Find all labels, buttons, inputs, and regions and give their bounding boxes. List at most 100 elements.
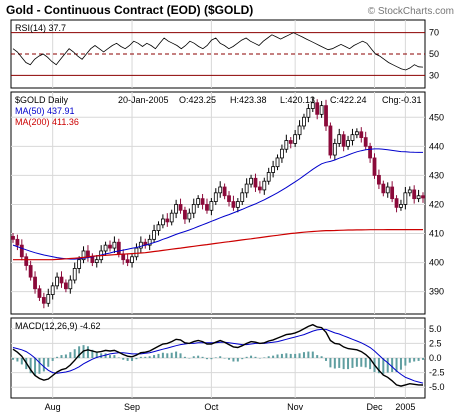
price-label: $GOLD Daily — [15, 95, 69, 105]
candle-body — [257, 186, 262, 191]
macd-histogram-bar — [166, 353, 169, 358]
candle-body — [178, 204, 183, 211]
macd-histogram-bar — [139, 356, 142, 358]
candle-body — [271, 166, 276, 173]
price-info-low: L:420.13 — [280, 95, 315, 105]
macd-histogram-bar — [100, 353, 103, 358]
candle-body — [213, 192, 218, 202]
candle-body — [86, 250, 90, 258]
macd-histogram-bar — [201, 356, 204, 358]
candle-body — [390, 186, 395, 200]
macd-histogram-bar — [307, 351, 310, 358]
candle-body — [244, 183, 249, 194]
candle-body — [235, 201, 240, 208]
price-tick-label: 450 — [429, 112, 444, 122]
macd-histogram-bar — [391, 358, 394, 373]
macd-histogram-bar — [316, 355, 319, 358]
price-info-close: C:422.24 — [330, 95, 367, 105]
macd-histogram-bar — [351, 358, 354, 368]
macd-histogram-bar — [108, 355, 111, 358]
price-tick-label: 390 — [429, 287, 444, 297]
price-tick-label: 420 — [429, 199, 444, 209]
rsi-label: RSI(14) 37.7 — [15, 23, 66, 33]
candle-body — [134, 247, 139, 258]
candle-body — [381, 183, 386, 194]
macd-histogram-bar — [20, 358, 23, 365]
candle-body — [15, 238, 20, 246]
candle-body — [37, 288, 42, 298]
candle-body — [377, 174, 381, 185]
price-tick-label: 430 — [429, 170, 444, 180]
candle-body — [108, 244, 112, 249]
macd-histogram-bar — [263, 357, 266, 358]
macd-histogram-bar — [404, 358, 407, 366]
macd-histogram-bar — [91, 349, 94, 358]
candle-body — [306, 108, 311, 118]
macd-tick-label: -2.5 — [429, 368, 445, 378]
macd-histogram-bar — [408, 358, 411, 363]
candle-body — [416, 195, 421, 200]
macd-histogram-bar — [302, 352, 305, 358]
macd-histogram-bar — [280, 353, 283, 358]
axis-layer: Aug Sep Oct Nov Dec 2005 30 50 70 390 400 410 420 430… — [45, 28, 445, 412]
macd-histogram-bar — [131, 358, 134, 361]
candle-body — [138, 241, 143, 249]
candle-body — [231, 201, 236, 208]
candle-body — [350, 134, 355, 141]
candle-body — [90, 256, 95, 263]
macd-histogram-bar — [104, 353, 107, 358]
macd-histogram-bar — [16, 358, 19, 362]
candle-body — [218, 186, 223, 194]
candle-body — [33, 276, 37, 290]
candle-body — [77, 259, 82, 269]
macd-histogram-bar — [69, 352, 72, 358]
macd-histogram-bar — [86, 346, 89, 358]
macd-tick-label: -5.0 — [429, 382, 445, 392]
macd-histogram-bar — [382, 358, 385, 374]
candle-body — [222, 186, 227, 197]
candle-body — [183, 209, 187, 220]
candle-body — [156, 224, 161, 232]
candle-body — [280, 148, 284, 159]
x-tick-label: Nov — [287, 402, 304, 412]
price-info-date: 20-Jan-2005 — [118, 95, 169, 105]
macd-tick-label: 5.0 — [429, 324, 442, 334]
macd-histogram-bar — [258, 358, 261, 359]
candle-body — [284, 140, 289, 150]
macd-histogram-bar — [377, 358, 380, 374]
candle-body — [293, 134, 298, 144]
macd-histogram-bar — [333, 358, 336, 369]
candle-body — [152, 230, 156, 240]
candle-body — [341, 134, 346, 147]
candle-body — [209, 201, 214, 211]
macd-histogram-bar — [64, 354, 67, 358]
candle-body — [50, 285, 55, 295]
macd-histogram-bar — [417, 358, 420, 361]
price-info-high: H:423.38 — [230, 95, 267, 105]
candle-body — [253, 177, 258, 188]
x-tick-label: Oct — [204, 402, 219, 412]
macd-histogram-bar — [241, 358, 244, 360]
macd-histogram-bar — [369, 358, 372, 370]
macd-histogram-bar — [197, 355, 200, 358]
macd-histogram-bar — [294, 353, 297, 358]
macd-histogram-bar — [338, 358, 341, 368]
macd-histogram-bar — [12, 358, 14, 360]
candle-body — [59, 276, 64, 284]
ma50-legend: MA(50) 437.91 — [15, 106, 75, 116]
x-tick-label: Aug — [45, 402, 61, 412]
macd-histogram-bar — [347, 358, 350, 370]
candle-body — [160, 218, 165, 226]
candle-body — [116, 241, 121, 255]
ma200-legend: MA(200) 411.36 — [15, 117, 79, 127]
ma200-line — [13, 229, 423, 261]
macd-histogram-bar — [276, 354, 279, 358]
candle-body — [200, 198, 205, 205]
candle-body — [324, 105, 328, 127]
candle-body — [359, 131, 364, 139]
macd-histogram-bar — [51, 358, 54, 361]
macd-histogram-bar — [95, 352, 98, 358]
candle-body — [319, 105, 324, 115]
macd-histogram-bar — [422, 358, 424, 360]
